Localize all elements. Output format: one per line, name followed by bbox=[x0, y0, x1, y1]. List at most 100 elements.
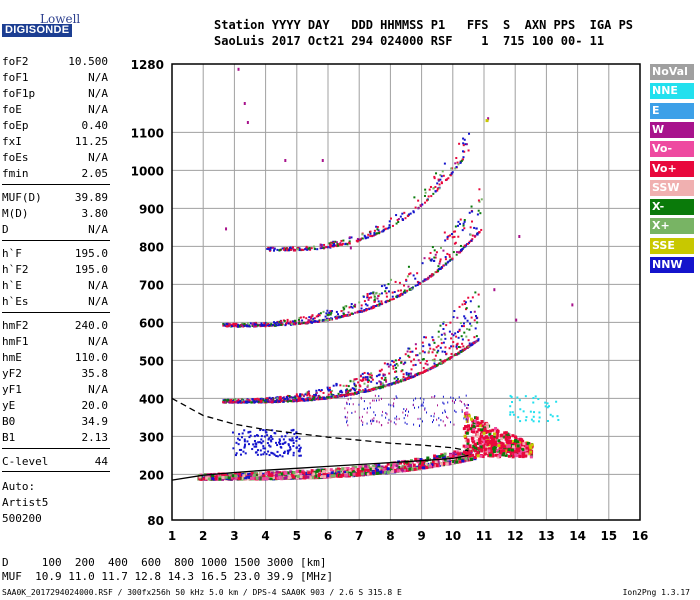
echo-point bbox=[370, 292, 373, 295]
echo-point bbox=[319, 475, 323, 479]
echo-point bbox=[341, 391, 344, 394]
echo-point bbox=[367, 381, 370, 384]
echo-point bbox=[463, 227, 466, 230]
echo-point bbox=[463, 348, 466, 351]
echo-point bbox=[235, 475, 239, 479]
echo-point bbox=[235, 323, 238, 326]
echo-point bbox=[500, 444, 504, 448]
echo-point bbox=[396, 415, 398, 418]
echo-point bbox=[416, 272, 419, 275]
echo-point bbox=[484, 440, 488, 444]
echo-point bbox=[325, 245, 328, 248]
echo-point bbox=[449, 321, 452, 324]
echo-point bbox=[316, 397, 319, 400]
echo-point bbox=[365, 390, 368, 393]
muf-distance-row: D 100 200 400 600 800 1000 1500 3000 [km… bbox=[2, 556, 327, 569]
echo-point bbox=[392, 382, 395, 385]
param-value: 195.0 bbox=[74, 247, 108, 260]
echo-point bbox=[538, 420, 541, 423]
echo-point bbox=[238, 448, 241, 451]
echo-point bbox=[370, 419, 372, 422]
echo-point bbox=[487, 454, 491, 458]
echo-point bbox=[271, 429, 274, 432]
echo-point bbox=[336, 313, 339, 316]
param-fxi: fxI 11.25 bbox=[2, 135, 108, 151]
echo-point bbox=[231, 323, 234, 326]
echo-point bbox=[475, 430, 479, 434]
echo-point bbox=[462, 322, 465, 325]
echo-point bbox=[438, 187, 441, 190]
echo-point bbox=[499, 449, 503, 453]
echo-point bbox=[483, 442, 487, 446]
echo-point bbox=[480, 434, 484, 438]
echo-point bbox=[298, 437, 301, 440]
echo-point bbox=[273, 248, 276, 251]
echo-point bbox=[472, 427, 476, 431]
echo-point bbox=[498, 446, 502, 450]
echo-point bbox=[256, 323, 259, 326]
echo-point bbox=[318, 314, 321, 317]
echo-point bbox=[248, 401, 251, 404]
echo-point bbox=[453, 354, 456, 357]
echo-point bbox=[347, 391, 350, 394]
echo-point bbox=[221, 476, 225, 480]
echo-point bbox=[235, 441, 238, 444]
echo-point bbox=[376, 226, 379, 229]
echo-point bbox=[463, 138, 466, 141]
echo-point bbox=[410, 460, 414, 464]
echo-point bbox=[278, 471, 282, 475]
echo-point bbox=[351, 411, 353, 414]
echo-point bbox=[368, 296, 371, 299]
echo-point bbox=[298, 444, 301, 447]
echo-point bbox=[453, 235, 456, 238]
echo-point bbox=[431, 421, 433, 424]
echo-point bbox=[477, 339, 480, 342]
echo-point bbox=[433, 256, 436, 259]
param-label: fxI bbox=[2, 135, 22, 148]
echo-point bbox=[259, 323, 262, 326]
echo-point bbox=[395, 366, 398, 369]
echo-point bbox=[243, 446, 246, 449]
echo-point bbox=[353, 389, 356, 392]
echo-point bbox=[435, 172, 438, 175]
echo-point bbox=[488, 452, 492, 456]
echo-point bbox=[455, 399, 457, 402]
echo-point bbox=[449, 357, 452, 360]
autoscaling-line2: Artist5 bbox=[2, 496, 108, 512]
echo-point bbox=[477, 305, 480, 308]
echo-point bbox=[349, 246, 352, 250]
echo-point bbox=[413, 423, 415, 426]
echo-point bbox=[344, 394, 347, 397]
echo-point bbox=[252, 476, 256, 480]
echo-point bbox=[281, 455, 284, 458]
echo-point bbox=[483, 448, 487, 452]
echo-point bbox=[479, 422, 483, 426]
echo-point bbox=[284, 249, 287, 252]
echo-point bbox=[433, 249, 436, 252]
echo-point bbox=[342, 309, 345, 312]
echo-point bbox=[485, 451, 489, 455]
echo-point bbox=[372, 291, 375, 294]
echo-point bbox=[430, 463, 434, 467]
echo-point bbox=[387, 421, 389, 424]
echo-point bbox=[490, 446, 494, 450]
echo-point bbox=[390, 278, 393, 281]
legend-item-sse: SSE bbox=[650, 237, 694, 254]
echo-point bbox=[456, 224, 459, 227]
echo-point bbox=[434, 395, 436, 398]
echo-point bbox=[232, 325, 235, 328]
echo-point bbox=[404, 291, 407, 294]
echo-point bbox=[282, 399, 285, 402]
param-label: foF1p bbox=[2, 87, 36, 100]
echo-point bbox=[524, 419, 527, 422]
echo-point bbox=[391, 295, 394, 298]
echo-point bbox=[518, 438, 522, 442]
echo-point bbox=[437, 268, 440, 271]
echo-point bbox=[246, 322, 249, 325]
echo-point bbox=[265, 475, 269, 479]
echo-point bbox=[507, 448, 511, 452]
echo-point bbox=[236, 323, 239, 326]
echo-point bbox=[462, 137, 465, 140]
echo-point bbox=[368, 389, 371, 392]
echo-point bbox=[395, 381, 398, 384]
